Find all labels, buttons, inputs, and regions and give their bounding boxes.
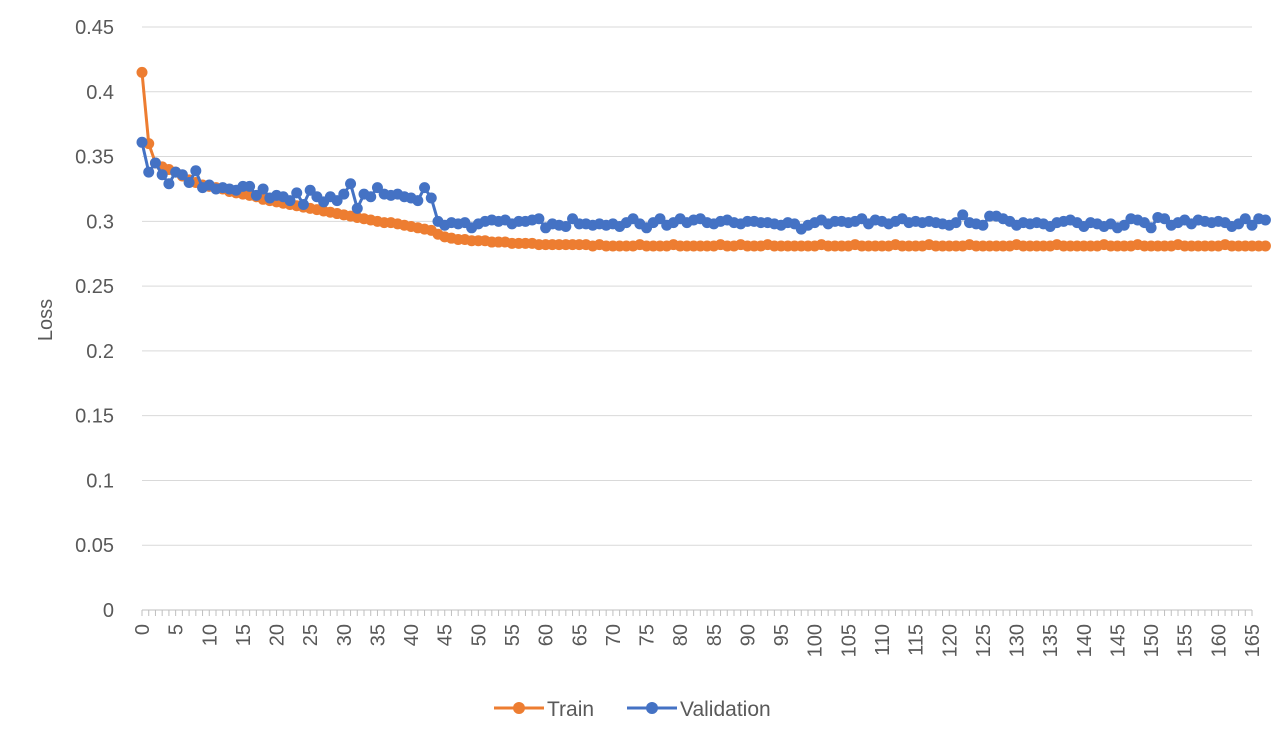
validation-point: [190, 165, 202, 177]
validation-point: [149, 157, 161, 169]
series-validation: [136, 136, 1271, 235]
validation-point: [338, 188, 350, 200]
series-layer: [136, 66, 1271, 252]
x-tick-label: 115: [906, 624, 928, 656]
y-tick-label: 0.05: [75, 535, 114, 557]
y-axis-title: Loss: [35, 299, 57, 341]
x-tick-label: 55: [502, 624, 524, 646]
validation-point: [176, 169, 188, 181]
x-tick-label: 65: [569, 624, 591, 646]
x-tick-label: 5: [166, 624, 188, 635]
y-tick-label: 0.45: [75, 17, 114, 39]
y-tick-label: 0.3: [86, 211, 114, 233]
x-tick-label: 30: [334, 624, 356, 646]
validation-point: [284, 195, 296, 207]
validation-point: [957, 209, 969, 221]
y-tick-label: 0.15: [75, 406, 114, 428]
x-tick-label: 160: [1208, 624, 1230, 657]
legend-label: Train: [547, 698, 594, 721]
x-tick-label: 40: [401, 624, 423, 646]
validation-point: [365, 191, 377, 203]
x-axis-tick-labels: 0 5 10 15 20 25 30 35 40 45 50 55 60 65 70 75 80 85 90 95 10…: [132, 624, 1264, 657]
x-tick-label: 95: [771, 624, 793, 646]
validation-point: [533, 213, 545, 225]
x-tick-label: 90: [737, 624, 759, 646]
legend-item-validation: Validation: [627, 698, 771, 721]
legend-swatch-marker: [646, 702, 658, 714]
x-tick-label: 165: [1242, 624, 1264, 657]
x-tick-label: 140: [1074, 624, 1096, 657]
x-tick-label: 105: [838, 624, 860, 657]
validation-point: [977, 219, 989, 231]
legend: Train Validation: [494, 698, 771, 721]
validation-point: [183, 176, 195, 188]
y-tick-label: 0.35: [75, 147, 114, 169]
x-tick-label: 45: [435, 624, 457, 646]
validation-point: [156, 169, 168, 181]
x-tick-label: 135: [1040, 624, 1062, 657]
x-tick-label: 100: [805, 624, 827, 657]
x-tick-label: 80: [670, 624, 692, 646]
x-tick-label: 70: [603, 624, 625, 646]
gridlines: [142, 26, 1252, 546]
validation-point: [1259, 214, 1271, 226]
x-tick-label: 85: [704, 624, 726, 646]
validation-point: [257, 183, 269, 195]
validation-point: [412, 195, 424, 207]
validation-point: [425, 192, 437, 204]
validation-point: [297, 198, 309, 210]
validation-point: [291, 187, 303, 199]
validation-point: [163, 178, 175, 190]
x-tick-label: 50: [468, 624, 490, 646]
x-tick-label: 25: [300, 624, 322, 646]
validation-point: [950, 217, 962, 229]
y-tick-label: 0: [103, 600, 114, 622]
validation-point: [1145, 222, 1157, 234]
validation-point: [419, 182, 431, 194]
legend-swatch-marker: [513, 702, 525, 714]
y-tick-label: 0.25: [75, 276, 114, 298]
x-tick-label: 20: [267, 624, 289, 646]
train-point: [136, 66, 148, 78]
x-tick-label: 35: [367, 624, 389, 646]
x-axis: [141, 609, 1253, 616]
x-tick-label: 110: [872, 624, 894, 656]
validation-point: [345, 178, 357, 190]
y-axis-tick-labels: 0 0.05 0.1 0.15 0.2 0.25 0.3 0.35 0.4 0.45: [75, 17, 114, 622]
legend-label: Validation: [680, 698, 771, 721]
validation-point: [351, 202, 363, 214]
x-tick-label: 155: [1175, 624, 1197, 657]
x-tick-label: 0: [132, 624, 154, 635]
x-tick-label: 10: [199, 624, 221, 646]
y-tick-label: 0.2: [86, 341, 114, 363]
x-tick-label: 75: [637, 624, 659, 646]
x-tick-label: 120: [939, 624, 961, 657]
x-tick-label: 60: [536, 624, 558, 646]
validation-point: [143, 166, 155, 178]
validation-point: [560, 221, 572, 233]
y-tick-label: 0.4: [86, 82, 114, 104]
x-tick-label: 145: [1107, 624, 1129, 657]
x-tick-label: 130: [1007, 624, 1029, 657]
x-tick-label: 150: [1141, 624, 1163, 657]
y-tick-label: 0.1: [86, 470, 114, 492]
legend-item-train: Train: [494, 698, 594, 721]
validation-point: [244, 180, 256, 192]
x-tick-label: 125: [973, 624, 995, 657]
train-point: [1259, 240, 1271, 252]
validation-point: [136, 136, 148, 148]
x-tick-label: 15: [233, 624, 255, 646]
